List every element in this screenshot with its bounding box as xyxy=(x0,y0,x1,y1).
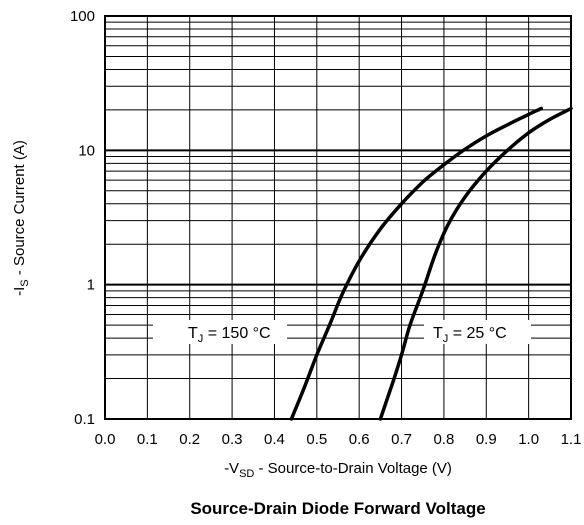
plot-frame xyxy=(104,15,572,420)
x-tick-label: 0.1 xyxy=(137,431,158,448)
x-tick-label: 0.7 xyxy=(391,431,412,448)
x-tick-label: 0.5 xyxy=(306,431,327,448)
x-tick-label: 1.0 xyxy=(518,431,539,448)
y-axis-label: -IS - Source Current (A) xyxy=(11,140,31,296)
svg-text:TJ = 25 °C: TJ = 25 °C xyxy=(433,325,507,345)
series-line-150c xyxy=(289,106,544,421)
x-tick-label: 0.4 xyxy=(264,431,285,448)
chart-title: Source-Drain Diode Forward Voltage xyxy=(190,499,485,518)
series-layer xyxy=(289,106,573,421)
svg-text:TJ = 150 °C: TJ = 150 °C xyxy=(188,325,271,345)
x-tick-label: 0.0 xyxy=(95,431,116,448)
y-tick-label: 100 xyxy=(70,8,95,25)
x-tick-label: 0.8 xyxy=(433,431,454,448)
x-tick-label: 1.1 xyxy=(561,431,582,448)
x-tick-label: 0.9 xyxy=(476,431,497,448)
grid-lines xyxy=(105,16,571,419)
y-tick-label: 0.1 xyxy=(74,411,95,428)
x-axis-label: -VSD - Source-to-Drain Voltage (V) xyxy=(224,460,452,480)
x-tick-labels: 0.0 0.1 0.2 0.3 0.4 0.5 0.6 0.7 0.8 0.9 1.0 1.1 xyxy=(95,431,582,448)
y-tick-labels: 0.1 1 10 100 xyxy=(70,8,95,428)
series-label-25c: TJ = 25 °C xyxy=(424,320,531,345)
series-label-150c: TJ = 150 °C xyxy=(153,320,287,345)
y-tick-label: 10 xyxy=(78,142,95,159)
x-tick-label: 0.6 xyxy=(349,431,370,448)
series-line-25c xyxy=(378,106,573,421)
y-tick-label: 1 xyxy=(87,277,95,294)
x-tick-label: 0.2 xyxy=(179,431,200,448)
x-tick-label: 0.3 xyxy=(222,431,243,448)
